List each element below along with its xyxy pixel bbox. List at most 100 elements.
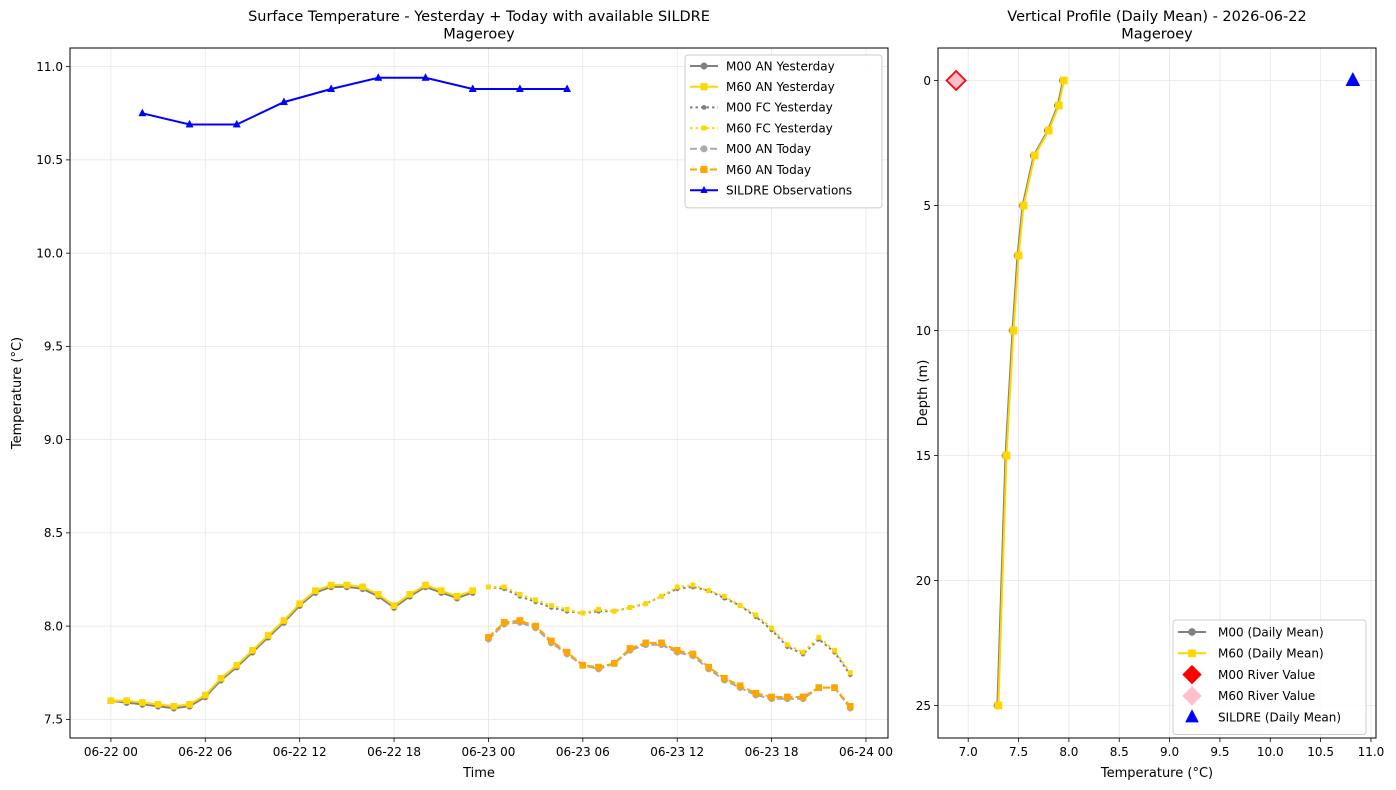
y-tick-label: 25 bbox=[916, 699, 931, 713]
data-point bbox=[107, 697, 115, 705]
data-point bbox=[768, 693, 775, 701]
data-point bbox=[815, 684, 823, 691]
data-point bbox=[673, 647, 681, 654]
data-point bbox=[421, 73, 430, 81]
data-point bbox=[406, 591, 414, 598]
data-point bbox=[643, 601, 649, 607]
y-tick-label: 15 bbox=[916, 449, 931, 463]
data-point bbox=[327, 581, 335, 589]
y-tick-label: 9.5 bbox=[44, 340, 63, 354]
left-chart-title: Surface Temperature - Yesterday + Today … bbox=[248, 9, 710, 25]
data-point bbox=[626, 645, 634, 652]
data-point bbox=[217, 674, 225, 682]
data-point bbox=[516, 617, 524, 624]
x-tick-label: 7.0 bbox=[959, 745, 978, 759]
legend-item-m60-an-today: M60 AN Today bbox=[690, 163, 811, 177]
data-point bbox=[1345, 71, 1361, 86]
legend-swatch-marker bbox=[1182, 664, 1202, 685]
x-tick-label: 06-22 00 bbox=[84, 745, 138, 759]
legend-swatch-marker bbox=[1188, 628, 1196, 636]
data-point bbox=[1019, 201, 1028, 210]
legend-label: SILDRE (Daily Mean) bbox=[1218, 711, 1341, 725]
data-point bbox=[627, 605, 633, 610]
data-point bbox=[485, 633, 492, 641]
data-point bbox=[139, 699, 146, 706]
x-tick-label: 06-22 18 bbox=[367, 745, 421, 759]
legend-swatch-marker bbox=[700, 145, 708, 153]
data-point bbox=[563, 84, 572, 92]
left-y-axis-label: Temperature (°C) bbox=[10, 337, 25, 450]
right-gridlines bbox=[938, 48, 1376, 738]
data-point bbox=[249, 647, 256, 654]
data-point bbox=[359, 583, 366, 591]
data-point bbox=[659, 593, 664, 599]
x-tick-label: 10.5 bbox=[1307, 745, 1334, 759]
x-tick-label: 11.0 bbox=[1358, 745, 1385, 759]
right-y-axis-label: Depth (m) bbox=[916, 360, 931, 427]
data-point bbox=[642, 639, 650, 647]
x-tick-label: 9.5 bbox=[1210, 745, 1229, 759]
series-m60-an-yesterday bbox=[107, 581, 477, 710]
legend-item-m60-river-value: M60 River Value bbox=[1182, 686, 1315, 706]
data-point bbox=[832, 647, 837, 653]
legend-label: M00 FC Yesterday bbox=[726, 101, 833, 115]
data-point bbox=[563, 648, 571, 656]
data-point bbox=[769, 625, 775, 631]
series-line bbox=[487, 621, 851, 709]
data-point bbox=[1054, 101, 1063, 110]
legend-swatch-marker bbox=[701, 125, 707, 131]
data-point bbox=[706, 588, 712, 594]
series-line bbox=[142, 76, 568, 126]
data-point bbox=[1044, 126, 1053, 135]
series-sildre-daily-mean bbox=[1345, 71, 1361, 86]
y-tick-label: 5 bbox=[923, 199, 931, 213]
data-point bbox=[138, 108, 147, 117]
legend-item-m60-fc-yesterday: M60 FC Yesterday bbox=[690, 121, 833, 135]
data-point bbox=[437, 587, 445, 595]
series-line bbox=[487, 619, 851, 707]
data-point bbox=[185, 119, 194, 128]
data-point bbox=[548, 637, 555, 645]
series-line bbox=[488, 585, 852, 676]
legend-swatch-marker bbox=[700, 62, 708, 70]
series-m60-daily-mean bbox=[994, 76, 1068, 710]
legend-label: M60 AN Yesterday bbox=[726, 80, 835, 94]
data-point bbox=[296, 600, 304, 608]
left-series-layer bbox=[107, 73, 854, 712]
series-line bbox=[110, 584, 474, 708]
y-tick-label: 11.0 bbox=[36, 60, 63, 74]
y-tick-label: 8.5 bbox=[44, 526, 63, 540]
x-tick-label: 10.0 bbox=[1257, 745, 1284, 759]
y-tick-label: 8.0 bbox=[44, 619, 63, 633]
data-point bbox=[312, 587, 319, 595]
left-gridlines bbox=[70, 48, 888, 738]
series-m00-an-yesterday bbox=[107, 583, 477, 712]
data-point bbox=[847, 670, 853, 676]
y-tick-label: 10 bbox=[916, 324, 931, 338]
legend-swatch-marker bbox=[1188, 649, 1196, 658]
legend-item-m00-river-value: M00 River Value bbox=[1182, 664, 1315, 685]
series-m60-river-value bbox=[946, 70, 966, 91]
y-tick-label: 7.5 bbox=[44, 713, 63, 727]
left-axis-ticks: 06-22 00 06-22 06 06-22 12 06-22 18 06-23 00… bbox=[36, 60, 893, 759]
data-point bbox=[721, 674, 728, 682]
x-tick-label: 06-23 06 bbox=[556, 745, 610, 759]
legend-item-sildre-daily-mean: SILDRE (Daily Mean) bbox=[1185, 709, 1341, 725]
series-line bbox=[110, 585, 474, 710]
data-point bbox=[501, 584, 507, 590]
data-point bbox=[280, 617, 288, 624]
legend-item-m00-daily-mean: M00 (Daily Mean) bbox=[1178, 625, 1324, 639]
data-point bbox=[279, 97, 288, 106]
data-point bbox=[784, 642, 790, 648]
data-point bbox=[1009, 326, 1018, 335]
y-tick-label: 20 bbox=[916, 574, 931, 588]
x-tick-label: 06-22 12 bbox=[273, 745, 327, 759]
right-series-layer bbox=[945, 69, 1361, 710]
data-point bbox=[232, 119, 241, 128]
data-point bbox=[468, 84, 477, 92]
data-point bbox=[233, 661, 241, 669]
y-tick-label: 0 bbox=[923, 74, 931, 88]
data-point bbox=[374, 591, 382, 598]
data-point bbox=[548, 603, 554, 609]
